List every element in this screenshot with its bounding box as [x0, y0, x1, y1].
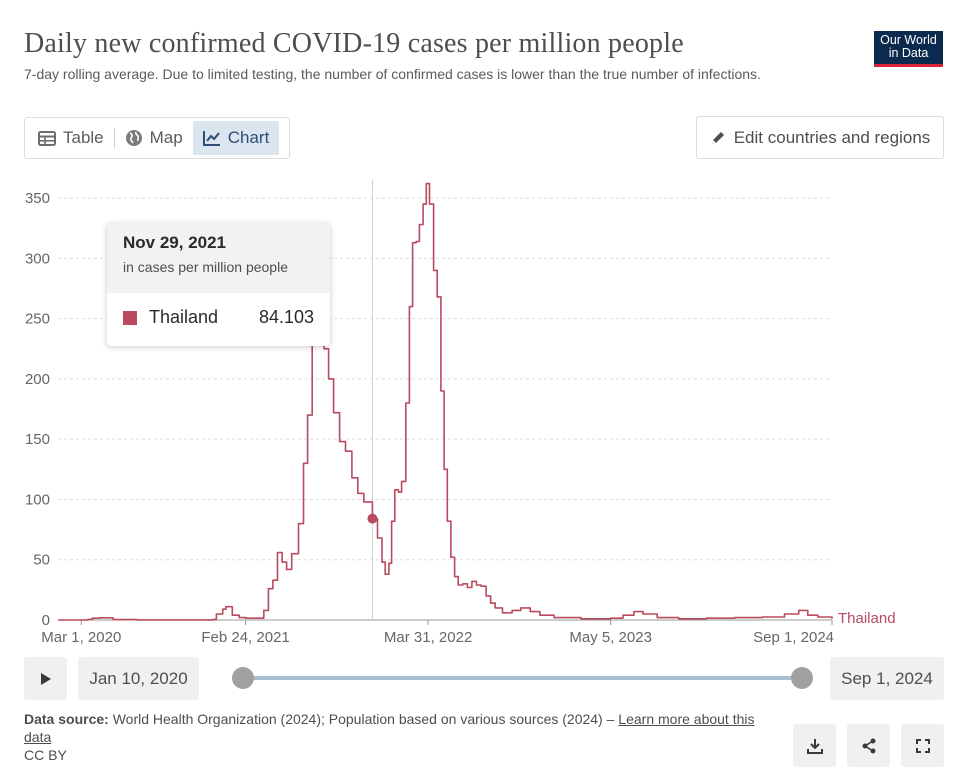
- play-button[interactable]: [24, 657, 67, 700]
- hover-point: [367, 513, 378, 524]
- table-icon: [38, 130, 56, 146]
- edit-countries-label: Edit countries and regions: [733, 127, 931, 147]
- tooltip-swatch: [123, 310, 137, 325]
- y-tick-label: 200: [25, 371, 50, 388]
- globe-icon: [125, 130, 142, 146]
- tooltip-date: Nov 29, 2021: [123, 233, 227, 252]
- edit-countries-button[interactable]: Edit countries and regions: [696, 116, 944, 159]
- tab-chart-label: Chart: [227, 128, 270, 147]
- y-tick-label: 150: [25, 431, 50, 448]
- tab-table-label: Table: [63, 128, 104, 147]
- tooltip-unit: in cases per million people: [123, 259, 288, 275]
- x-tick-label: Feb 24, 2021: [201, 629, 289, 646]
- pencil-icon: [711, 131, 724, 144]
- y-tick-label: 50: [33, 552, 50, 569]
- y-tick-label: 0: [42, 612, 50, 629]
- source-label: Data source:: [24, 711, 109, 727]
- tab-divider: [113, 128, 115, 148]
- tooltip: Nov 29, 2021 in cases per million people…: [107, 223, 330, 346]
- logo-line-2: in Data: [888, 46, 929, 60]
- view-tabs: Table Map Chart: [24, 117, 290, 159]
- download-icon: [806, 738, 823, 754]
- tab-table[interactable]: Table: [28, 121, 114, 155]
- play-icon: [40, 672, 51, 685]
- footer-source: Data source: World Health Organization (…: [24, 710, 784, 764]
- x-axis: Mar 1, 2020 Feb 24, 2021 Mar 31, 2022 May 5…: [41, 620, 834, 646]
- tab-map-label: Map: [149, 128, 183, 147]
- tooltip-series-name: Thailand: [149, 307, 219, 327]
- tab-chart[interactable]: Chart: [192, 121, 280, 155]
- download-button[interactable]: [793, 724, 836, 767]
- tab-map[interactable]: Map: [115, 121, 193, 155]
- line-chart-icon: [202, 131, 220, 146]
- y-tick-label: 250: [25, 311, 50, 328]
- owid-logo[interactable]: Our World in Data: [874, 31, 943, 67]
- timeline-track[interactable]: [243, 676, 802, 680]
- series-line-thailand[interactable]: [58, 182, 833, 621]
- license-text: CC BY: [24, 747, 67, 763]
- fullscreen-button[interactable]: [901, 724, 944, 767]
- fullscreen-icon: [915, 738, 930, 753]
- share-icon: [862, 738, 875, 753]
- x-tick-label: Sep 1, 2024: [753, 629, 834, 646]
- y-tick-label: 300: [25, 250, 50, 267]
- line-chart[interactable]: 0 50 100 150 200 250 300 350 Mar 1, 2020 Feb 24,…: [0, 0, 960, 660]
- timeline-end-handle[interactable]: [791, 667, 813, 689]
- share-button[interactable]: [847, 724, 890, 767]
- timeline-start-handle[interactable]: [232, 667, 254, 689]
- timeline-start-date[interactable]: Jan 10, 2020: [78, 657, 199, 700]
- source-text: World Health Organization (2024); Popula…: [112, 711, 619, 727]
- learn-more-link[interactable]: Learn more about this data: [24, 711, 755, 745]
- x-tick-label: May 5, 2023: [569, 629, 652, 646]
- x-tick-label: Mar 1, 2020: [41, 629, 121, 646]
- logo-line-1: Our World: [880, 33, 937, 47]
- y-tick-label: 350: [25, 190, 50, 207]
- chart-subtitle: 7-day rolling average. Due to limited te…: [24, 66, 761, 82]
- y-axis: 0 50 100 150 200 250 300 350: [25, 190, 50, 629]
- x-tick-label: Mar 31, 2022: [384, 629, 472, 646]
- series-end-label: Thailand: [838, 610, 896, 627]
- chart-title: Daily new confirmed COVID-19 cases per m…: [24, 28, 684, 59]
- tooltip-header: Nov 29, 2021 in cases per million people: [107, 223, 330, 293]
- timeline-end-date[interactable]: Sep 1, 2024: [830, 657, 944, 700]
- tooltip-value: 84.103: [258, 307, 314, 327]
- tooltip-row: Thailand 84.103: [107, 293, 330, 328]
- y-tick-label: 100: [25, 491, 50, 508]
